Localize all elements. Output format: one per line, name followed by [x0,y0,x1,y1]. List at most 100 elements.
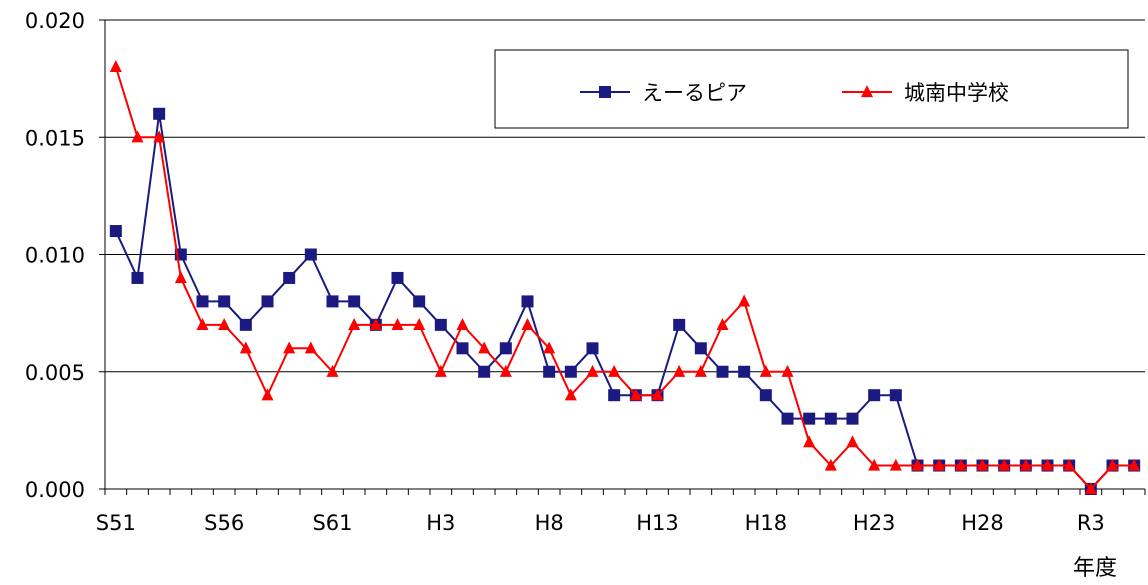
data-point [456,342,469,355]
x-tick-label: H18 [745,511,788,535]
data-point [109,225,122,238]
data-point [261,388,274,401]
data-point [564,365,577,378]
data-point [131,271,144,284]
x-tick-label: H13 [636,511,679,535]
data-point [153,130,166,143]
data-point [109,60,122,73]
data-point [196,295,209,308]
x-tick-label: S51 [96,511,136,535]
legend-marker [861,85,873,98]
data-point [348,318,361,330]
data-point [716,318,729,330]
data-point [781,364,794,377]
data-point [239,341,252,354]
data-point [391,318,404,330]
axes [99,19,1146,495]
data-point [434,318,447,331]
data-point [304,341,317,354]
data-point [1041,458,1054,471]
data-point [239,318,252,331]
data-point [153,107,166,120]
data-point [391,271,404,284]
data-point [673,318,686,331]
data-point [456,318,469,330]
data-point [608,389,621,402]
data-series [109,60,1141,495]
data-point [694,364,707,377]
data-point [824,412,837,425]
data-point [716,365,729,378]
legend-box [494,49,1129,129]
data-point [673,364,686,377]
data-point [998,458,1011,471]
y-tick-label: 0.010 [25,244,85,268]
data-point [911,458,924,471]
legend-label: 城南中学校 [904,81,1009,105]
series-1 [109,107,1141,495]
legend-items: えーるピア 城南中学校 [580,81,1009,105]
data-point [348,295,361,308]
data-point [781,412,794,425]
data-point [543,341,556,354]
legend-item-2: 城南中学校 [842,81,1009,105]
x-axis-tick-labels: S51 S56 S61 H3 H8 H13 H18 H23 H28 R3 [96,511,1105,535]
data-point [976,458,989,471]
data-point [413,318,426,330]
data-point [803,412,816,425]
data-point [738,294,751,307]
y-tick-label: 0.015 [25,126,85,150]
y-tick-label: 0.020 [25,9,85,33]
data-point [521,295,534,308]
x-tick-label: S56 [204,511,244,535]
x-tick-label: H3 [426,511,455,535]
data-point [413,295,426,308]
data-point [174,271,187,284]
data-point [218,318,231,330]
y-tick-label: 0.005 [25,361,85,385]
data-point [694,342,707,355]
data-point [759,389,772,402]
data-point [543,365,556,378]
data-point [824,458,837,471]
y-tick-label: 0.000 [25,478,85,502]
y-axis-tick-labels: 0.000 0.005 0.010 0.015 0.020 [25,9,85,502]
data-point [283,271,296,284]
data-point [478,341,491,354]
data-point [499,364,512,377]
legend: えーるピア 城南中学校 [494,49,1129,129]
data-point [889,389,902,402]
data-point [651,388,664,401]
data-point [499,342,512,355]
legend-marker [599,86,611,98]
data-point [1063,458,1076,471]
data-point [803,435,816,448]
data-point [218,295,231,308]
x-tick-label: S61 [312,511,352,535]
x-tick-label: H28 [961,511,1004,535]
data-point [889,458,902,471]
data-point [1084,482,1097,495]
x-tick-label: H8 [535,511,564,535]
data-point [629,388,642,401]
data-point [478,365,491,378]
legend-item-1: えーるピア [580,81,747,105]
data-point [434,364,447,377]
data-point [933,458,946,471]
data-point [326,295,339,308]
data-point [304,248,317,261]
series-line [114,66,1135,491]
data-point [846,435,859,448]
x-tick-label: R3 [1077,511,1105,535]
data-point [738,365,751,378]
data-point [868,389,881,402]
data-point [1106,458,1119,471]
data-point [954,458,967,471]
data-point [521,318,534,330]
data-point [586,342,599,355]
x-axis-title: 年度 [1073,556,1117,581]
data-point [608,364,621,377]
data-point [586,364,599,377]
data-point [868,458,881,471]
